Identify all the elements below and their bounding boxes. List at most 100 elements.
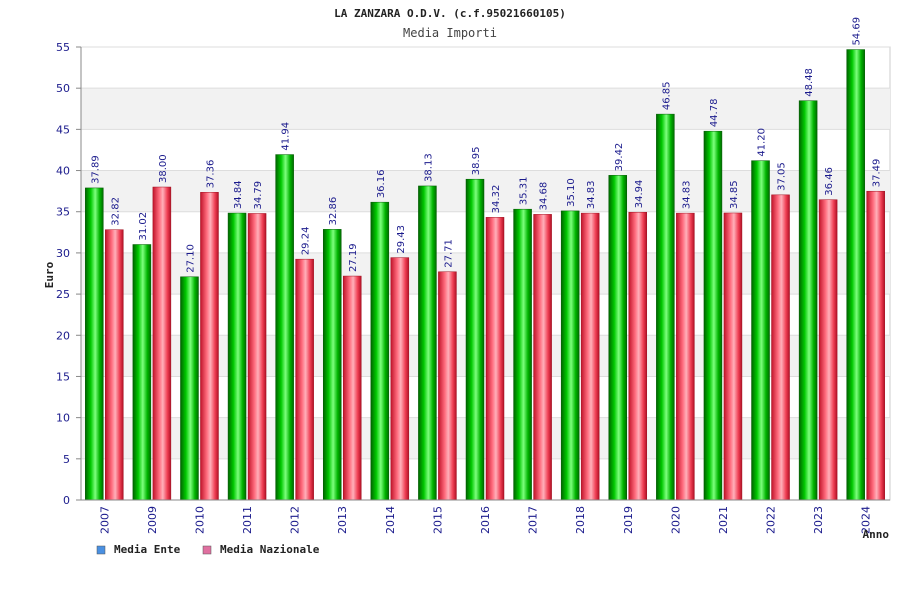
- x-tick-label: 2022: [765, 506, 778, 534]
- bars: [85, 49, 885, 501]
- bar-media-ente-2019: [608, 175, 628, 501]
- x-tick-label: 2009: [146, 506, 159, 534]
- x-tick-label: 2018: [574, 506, 587, 534]
- bar-media-ente-2012: [275, 154, 294, 501]
- x-tick-label: 2010: [193, 506, 206, 534]
- y-tick-label: 30: [56, 247, 70, 260]
- bar-media-nazionale-2011: [247, 213, 267, 501]
- bar-media-nazionale-2017: [533, 214, 552, 501]
- bar-media-nazionale-2010: [200, 192, 219, 501]
- bar-media-nazionale-2014: [390, 257, 410, 501]
- bar-media-ente-2024: [846, 49, 865, 501]
- y-tick-label: 20: [56, 329, 70, 342]
- value-label: 46.85: [661, 81, 672, 110]
- bar-media-ente-2007: [85, 187, 104, 501]
- bar-media-nazionale-2023: [818, 199, 838, 501]
- legend-label-media-nazionale: Media Nazionale: [220, 543, 320, 556]
- value-label: 37.36: [205, 160, 216, 189]
- value-label: 35.31: [519, 177, 530, 206]
- x-tick-label: 2024: [860, 506, 873, 534]
- value-label: 36.16: [376, 170, 387, 199]
- chart-title: LA ZANZARA O.D.V. (c.f.95021660105): [334, 7, 566, 20]
- value-label: 34.83: [681, 180, 692, 209]
- bar-media-ente-2009: [132, 244, 152, 501]
- value-label: 34.84: [233, 180, 244, 209]
- x-tick-label: 2017: [527, 506, 540, 534]
- y-tick-label: 55: [56, 41, 70, 54]
- value-labels: 37.89 32.82 31.02 38.00 27.10 37.36 34.84 34.79…: [90, 17, 882, 273]
- value-label: 44.78: [709, 99, 720, 128]
- x-axis-ticks: 2007 2009 2010 2011 2012 2013 2014 2015 2016 2017…: [98, 506, 872, 534]
- bar-media-nazionale-2013: [342, 275, 362, 501]
- bar-media-ente-2023: [798, 100, 818, 501]
- value-label: 48.48: [804, 68, 815, 97]
- bar-media-ente-2021: [703, 130, 723, 501]
- bar-media-nazionale-2016: [485, 217, 505, 501]
- bar-media-nazionale-2009: [152, 186, 172, 501]
- x-tick-label: 2014: [384, 506, 397, 534]
- value-label: 41.20: [757, 128, 768, 157]
- value-label: 29.43: [396, 225, 407, 254]
- value-label: 34.85: [729, 180, 740, 209]
- value-label: 37.05: [777, 162, 788, 191]
- x-tick-label: 2023: [812, 506, 825, 534]
- bar-media-ente-2013: [322, 229, 342, 501]
- bar-media-ente-2016: [465, 178, 485, 501]
- x-tick-label: 2016: [479, 506, 492, 534]
- y-tick-label: 15: [56, 370, 70, 383]
- value-label: 34.68: [539, 182, 550, 211]
- chart-subtitle: Media Importi: [403, 26, 497, 40]
- bar-media-nazionale-2015: [438, 271, 457, 501]
- bar-media-nazionale-2024: [866, 190, 885, 501]
- value-label: 34.79: [253, 181, 264, 210]
- value-label: 32.86: [328, 197, 339, 226]
- bar-media-ente-2010: [180, 276, 199, 501]
- bar-media-ente-2018: [560, 210, 580, 501]
- value-label: 38.00: [158, 154, 169, 183]
- x-axis-title: Anno: [863, 528, 890, 541]
- y-tick-label: 5: [63, 453, 70, 466]
- value-label: 32.82: [110, 197, 121, 226]
- y-axis-ticks: 0 5 10 15 20 25 30 35 40 45 50 55: [56, 41, 81, 507]
- bar-media-ente-2022: [751, 160, 770, 501]
- bar-media-ente-2017: [513, 208, 532, 501]
- bar-media-ente-2015: [418, 185, 437, 501]
- bar-media-nazionale-2012: [295, 258, 314, 501]
- y-tick-label: 40: [56, 165, 70, 178]
- y-tick-label: 50: [56, 82, 70, 95]
- bar-media-ente-2014: [370, 201, 390, 501]
- x-tick-label: 2012: [289, 506, 302, 534]
- x-tick-label: 2013: [336, 506, 349, 534]
- value-label: 34.94: [634, 180, 645, 209]
- legend-swatch-media-nazionale: [202, 545, 212, 555]
- bar-media-nazionale-2020: [676, 212, 695, 501]
- value-label: 29.24: [301, 227, 312, 256]
- y-tick-label: 10: [56, 412, 70, 425]
- value-label: 27.71: [443, 239, 454, 268]
- y-tick-label: 45: [56, 123, 70, 136]
- grid-band: [81, 88, 890, 130]
- x-tick-label: 2020: [669, 506, 682, 534]
- x-tick-label: 2011: [241, 506, 254, 534]
- value-label: 37.49: [872, 159, 883, 188]
- x-tick-label: 2007: [98, 506, 111, 534]
- value-label: 31.02: [138, 212, 149, 241]
- bar-media-ente-2011: [227, 212, 247, 501]
- value-label: 54.69: [852, 17, 863, 46]
- bar-media-ente-2020: [656, 113, 675, 501]
- bar-media-nazionale-2018: [580, 212, 600, 501]
- value-label: 41.94: [281, 122, 292, 151]
- legend-swatch-media-ente: [96, 545, 106, 555]
- bar-media-nazionale-2022: [771, 194, 790, 501]
- legend-label-media-ente: Media Ente: [114, 543, 181, 556]
- value-label: 38.13: [423, 153, 434, 182]
- value-label: 36.46: [824, 167, 835, 196]
- value-label: 34.83: [586, 180, 597, 209]
- value-label: 27.19: [348, 243, 359, 272]
- x-tick-label: 2015: [431, 506, 444, 534]
- y-tick-label: 0: [63, 494, 70, 507]
- x-tick-label: 2019: [622, 506, 635, 534]
- y-tick-label: 25: [56, 288, 70, 301]
- value-label: 39.42: [614, 143, 625, 172]
